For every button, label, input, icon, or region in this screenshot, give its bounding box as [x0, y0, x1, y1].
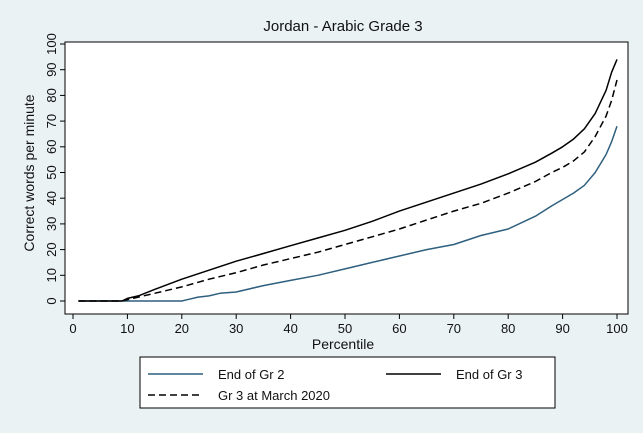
x-axis: 0 10 20 30 40 50 60 70 80 90 100 [65, 313, 628, 336]
x-tick-label: 40 [283, 321, 297, 336]
legend-label-1: End of Gr 2 [218, 367, 284, 382]
legend-box [139, 356, 556, 409]
legend: End of Gr 2 End of Gr 3 Gr 3 at March 2020 [139, 356, 556, 409]
series-line-1 [78, 125, 618, 302]
y-tick-label: 40 [44, 191, 59, 205]
y-axis-label: Correct words per minute [21, 94, 37, 251]
y-tick-label: 20 [44, 242, 59, 256]
y-tick-label: 50 [44, 165, 59, 179]
y-tick-label: 30 [44, 217, 59, 231]
legend-label-2: End of Gr 3 [456, 367, 522, 382]
x-tick-label: 10 [120, 321, 134, 336]
series-line-2 [78, 59, 618, 302]
x-tick-label: 70 [447, 321, 461, 336]
y-tick-label: 90 [44, 62, 59, 76]
x-tick-label: 100 [606, 321, 628, 336]
x-tick-label: 0 [69, 321, 76, 336]
x-tick-label: 60 [392, 321, 406, 336]
x-tick-label: 20 [175, 321, 189, 336]
series-line-3 [78, 79, 618, 302]
legend-label-3: Gr 3 at March 2020 [218, 388, 330, 403]
y-tick-label: 100 [44, 33, 59, 55]
x-tick-label: 90 [555, 321, 569, 336]
plot-area [64, 41, 629, 315]
y-axis: 0 10 20 30 40 50 60 70 80 90 100 [44, 33, 66, 314]
x-tick-label: 80 [501, 321, 515, 336]
series-lines [78, 59, 618, 302]
y-tick-label: 80 [44, 88, 59, 102]
x-axis-label: Percentile [312, 336, 374, 352]
chart-title: Jordan - Arabic Grade 3 [263, 18, 422, 35]
y-tick-label: 60 [44, 140, 59, 154]
y-tick-label: 70 [44, 114, 59, 128]
x-tick-label: 30 [229, 321, 243, 336]
x-tick-label: 50 [338, 321, 352, 336]
y-tick-label: 0 [44, 297, 59, 304]
y-tick-label: 10 [44, 268, 59, 282]
